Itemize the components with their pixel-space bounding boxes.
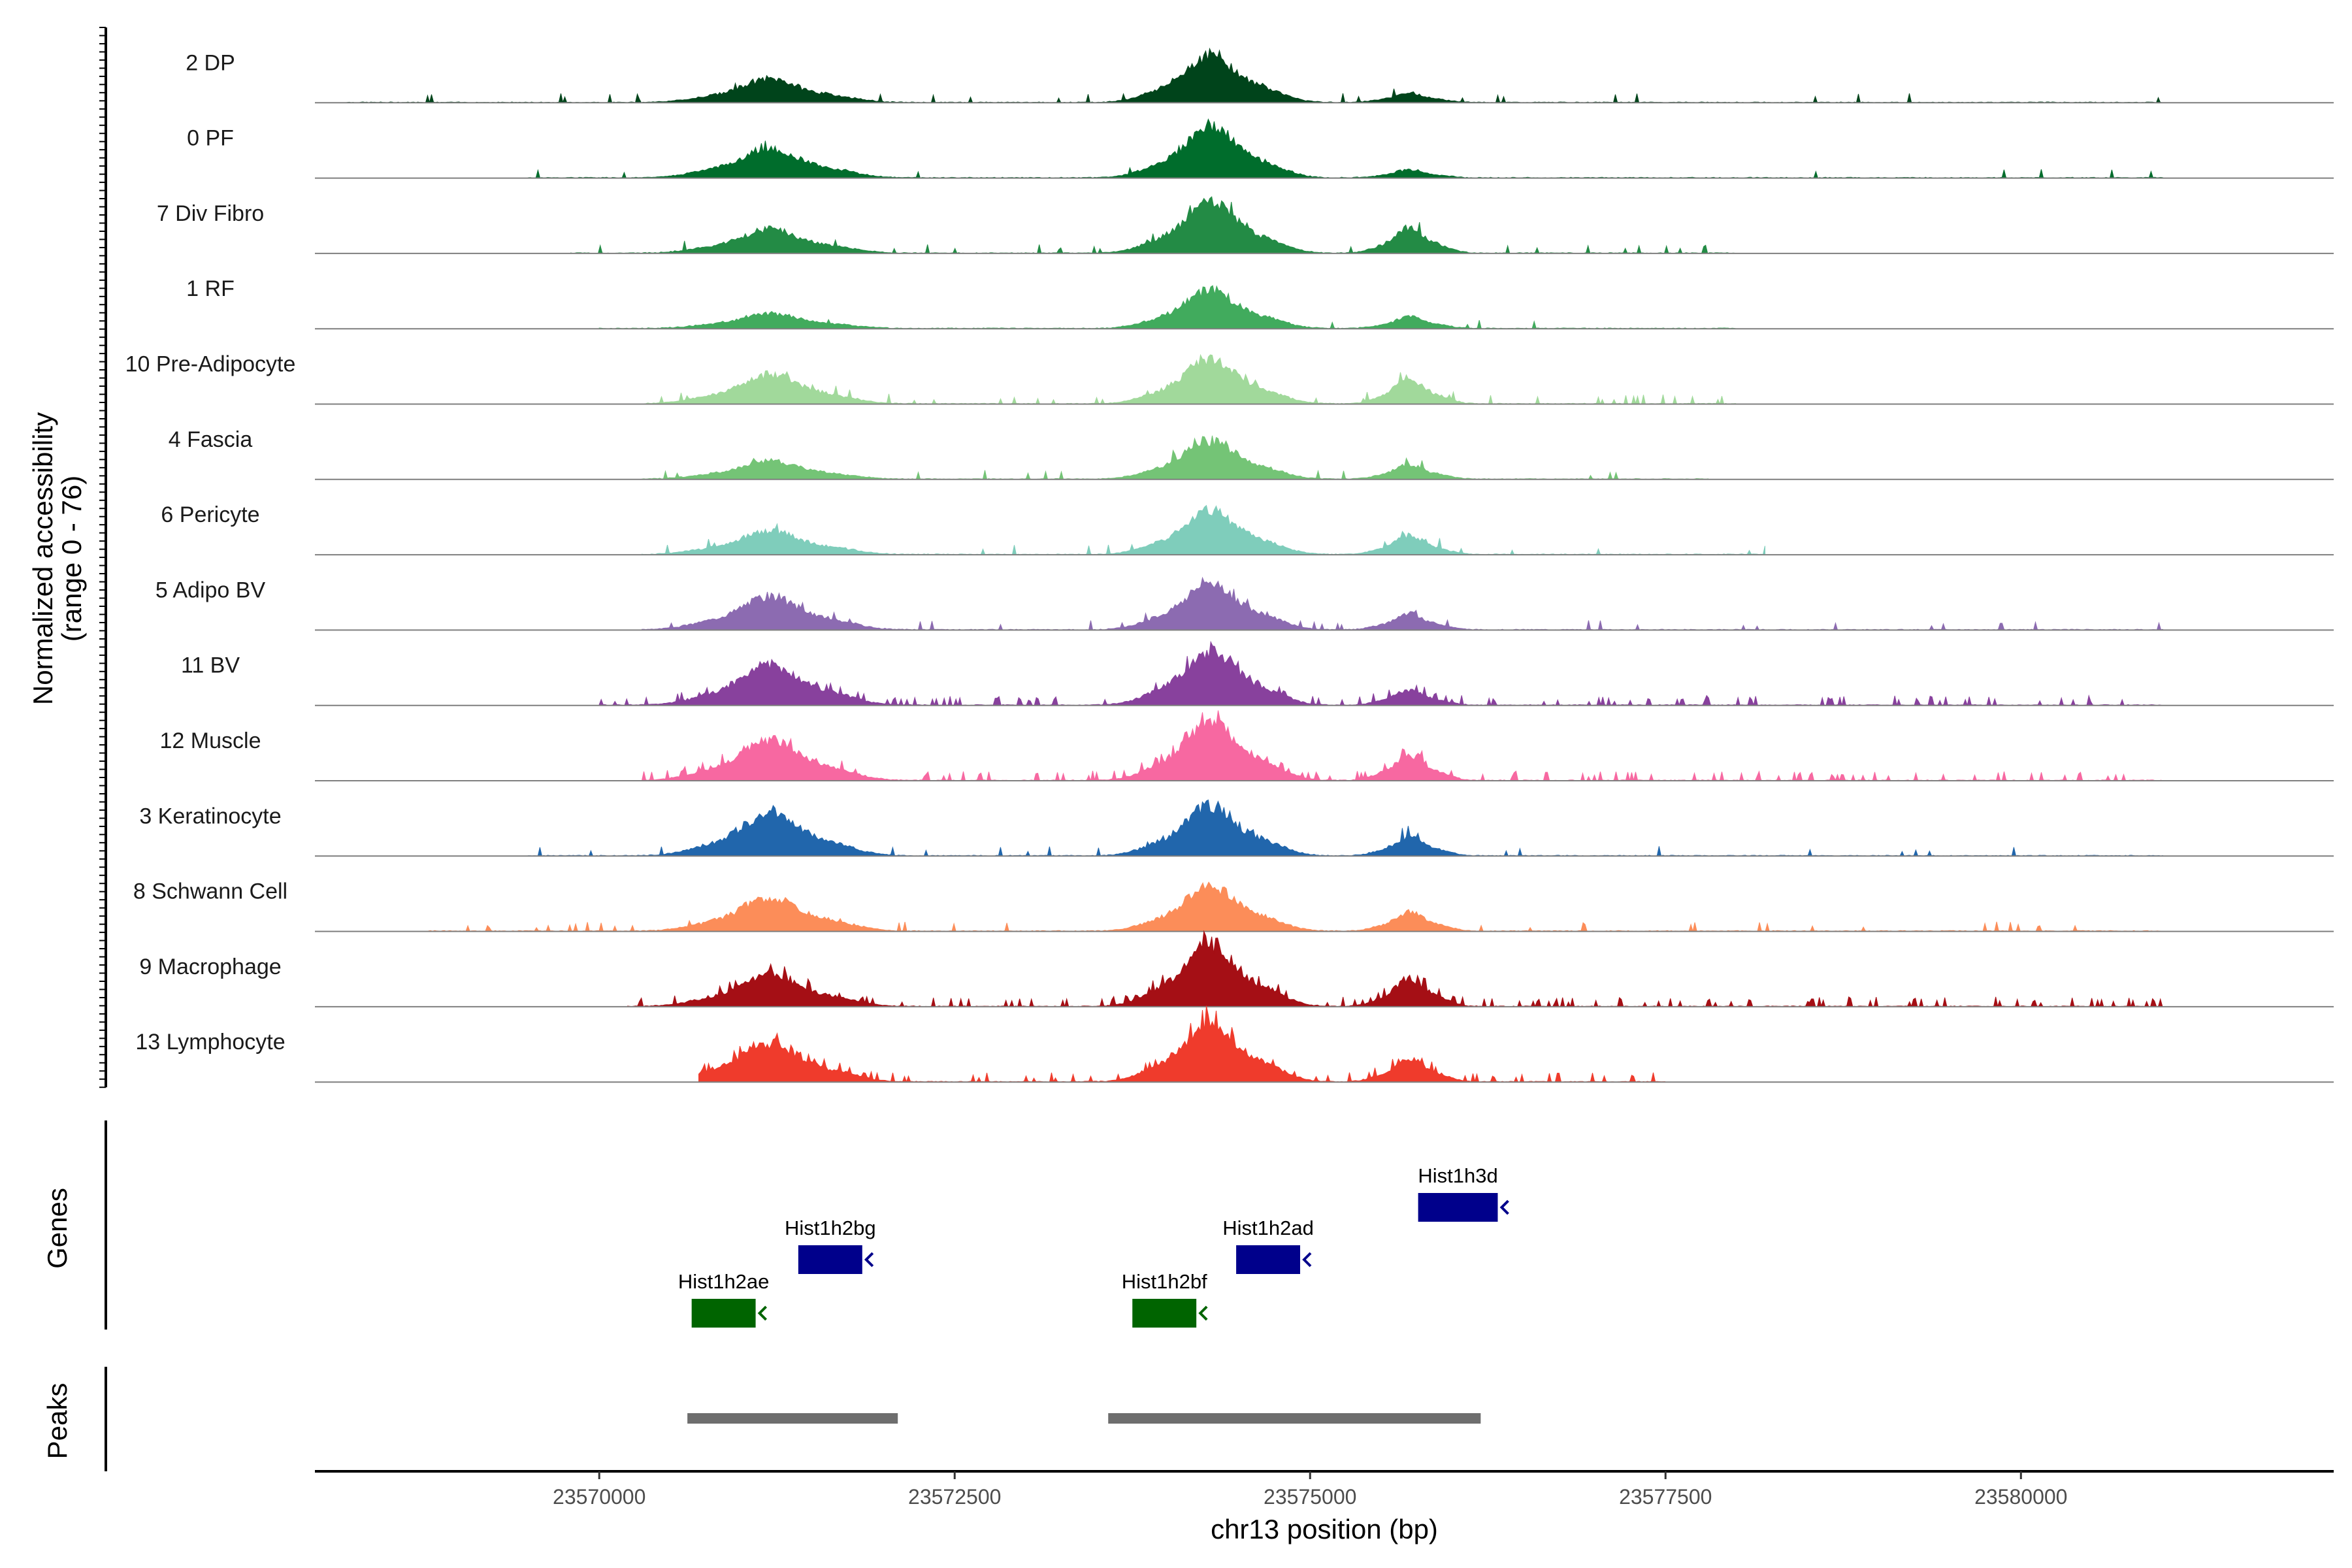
gene-body [1236,1245,1301,1274]
x-tick-label: 23570000 [553,1485,645,1509]
coverage-area [641,710,2164,782]
gene: Hist1h2bf [1122,1270,1208,1328]
track-label: 8 Schwann Cell [133,879,287,904]
track-label: 4 Fascia [169,427,253,452]
coverage-track: 8 Schwann Cell [133,879,2334,932]
gene-label: Hist1h2ae [678,1270,770,1293]
coverage-track: 13 Lymphocyte [135,1005,2334,1083]
coverage-area [342,47,2163,104]
gene-strand-arrow [864,1252,874,1267]
coverage-track: 1 RF [186,276,2334,330]
y-axis-title-line-2: (range 0 - 76) [56,476,87,642]
coverage-area [570,196,1737,254]
track-label: 12 Muscle [160,728,261,753]
coverage-area [598,640,2163,707]
gene: Hist1h3d [1418,1164,1509,1222]
gene-body [798,1245,862,1274]
track-label: 7 Div Fibro [157,201,264,226]
gene-body [691,1299,756,1328]
track-label: 5 Adipo BV [155,578,266,602]
gene: Hist1h2ad [1222,1217,1314,1274]
track-label: 10 Pre-Adipocyte [125,352,296,377]
peak-region [1108,1413,1481,1424]
genes-track-title: Genes [42,1188,73,1269]
coverage-track: 2 DP [186,47,2334,104]
track-label: 3 Keratinocyte [139,804,281,828]
coverage-area [698,1005,1667,1083]
peaks-track [105,1367,1481,1471]
coverage-track: 0 PF [187,118,2334,179]
gene-label: Hist1h2ad [1222,1217,1314,1239]
coverage-area [627,930,2164,1008]
track-label: 0 PF [187,126,234,151]
coverage-area [641,576,2164,631]
peak-region [687,1413,898,1424]
y-axis-title-line-1: Normalized accessibility [27,412,58,705]
coverage-track: 12 Muscle [160,710,2334,782]
x-tick-label: 23577500 [1619,1485,1712,1509]
gene-strand-arrow [757,1305,767,1321]
gene: Hist1h2ae [678,1270,770,1328]
coverage-track: 4 Fascia [169,427,2334,480]
coverage-tracks: 2 DP 0 PF 7 Div Fibro 1 RF 10 Pre-Adipocyte 4… [99,27,2334,1088]
genes-track: Hist1h2ae Hist1h2bg Hist1h2bf Hist1h2ad Hist… [105,1120,1509,1330]
gene-strand-arrow [1198,1305,1208,1321]
coverage-track: 9 Macrophage [139,930,2334,1008]
coverage-track: 6 Pericyte [161,502,2334,556]
track-label: 11 BV [181,653,240,678]
peaks-track-title: Peaks [42,1383,73,1460]
gene-label: Hist1h3d [1418,1164,1497,1187]
gene-label: Hist1h2bg [785,1217,876,1239]
coverage-area [428,881,2163,932]
track-label: 1 RF [186,276,235,301]
coverage-area [527,118,2164,179]
coverage-track: 3 Keratinocyte [139,799,2334,857]
x-axis: 23570000 23572500 23575000 23577500 23580000 [315,1470,2334,1509]
gene-label: Hist1h2bf [1122,1270,1207,1293]
x-tick-label: 23572500 [908,1485,1001,1509]
gene-body [1418,1193,1498,1222]
coverage-track: 11 BV [181,640,2334,707]
coverage-track: 5 Adipo BV [155,576,2334,631]
coverage-area [641,353,1738,405]
coverage-area [641,435,1709,480]
coverage-area [527,799,2164,857]
track-label: 13 Lymphocyte [135,1030,285,1054]
gene-strand-arrow [1302,1252,1312,1267]
gene-strand-arrow [1499,1200,1509,1215]
gene-body [1132,1299,1197,1328]
gene: Hist1h2bg [785,1217,876,1274]
x-tick-label: 23580000 [1974,1485,2067,1509]
x-axis-title: chr13 position (bp) [1211,1514,1438,1544]
track-label: 2 DP [186,50,235,75]
coverage-track: 7 Div Fibro [157,196,2334,254]
coverage-area [641,504,1766,555]
track-label: 9 Macrophage [139,955,281,979]
x-tick-label: 23575000 [1264,1485,1356,1509]
coverage-area [598,285,1737,329]
track-label: 6 Pericyte [161,502,259,527]
coverage-track: 10 Pre-Adipocyte [125,352,2334,405]
